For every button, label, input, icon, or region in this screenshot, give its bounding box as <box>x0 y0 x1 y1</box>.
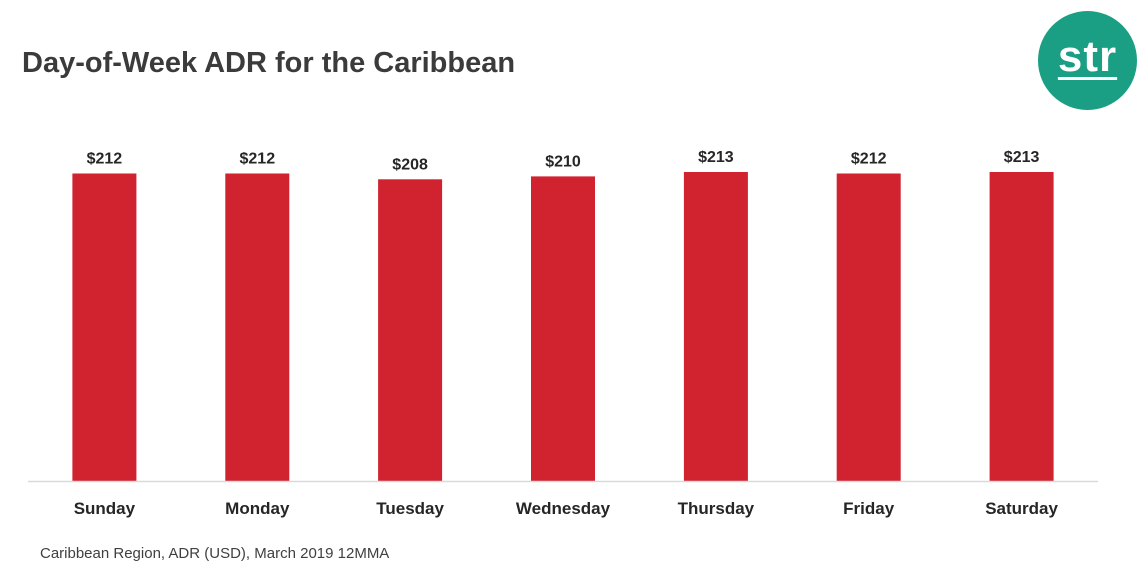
data-label-monday: $212 <box>240 151 276 168</box>
bar-tuesday <box>378 179 443 482</box>
data-label-friday: $212 <box>851 151 887 168</box>
str-logo: str <box>1038 11 1137 110</box>
x-tick-label-friday: Friday <box>843 499 895 518</box>
bar-monday <box>225 173 290 481</box>
x-tick-label-tuesday: Tuesday <box>376 499 444 518</box>
bar-sunday <box>72 173 137 481</box>
bar-friday <box>836 173 901 481</box>
data-label-sunday: $212 <box>87 151 123 168</box>
data-label-wednesday: $210 <box>545 153 581 170</box>
bar-saturday <box>989 172 1054 481</box>
data-label-tuesday: $208 <box>392 156 428 173</box>
x-tick-label-sunday: Sunday <box>74 499 136 518</box>
x-tick-label-wednesday: Wednesday <box>516 499 611 518</box>
str-logo-text: str <box>1057 31 1118 81</box>
chart-footnote: Caribbean Region, ADR (USD), March 2019 … <box>40 545 390 562</box>
data-label-saturday: $213 <box>1004 149 1040 166</box>
chart-title: Day-of-Week ADR for the Caribbean <box>22 47 516 79</box>
x-tick-label-thursday: Thursday <box>678 499 755 518</box>
x-tick-label-monday: Monday <box>225 499 290 518</box>
bar-thursday <box>683 172 748 481</box>
bar-wednesday <box>531 176 595 481</box>
x-tick-label-saturday: Saturday <box>985 499 1058 518</box>
data-label-thursday: $213 <box>698 149 734 166</box>
